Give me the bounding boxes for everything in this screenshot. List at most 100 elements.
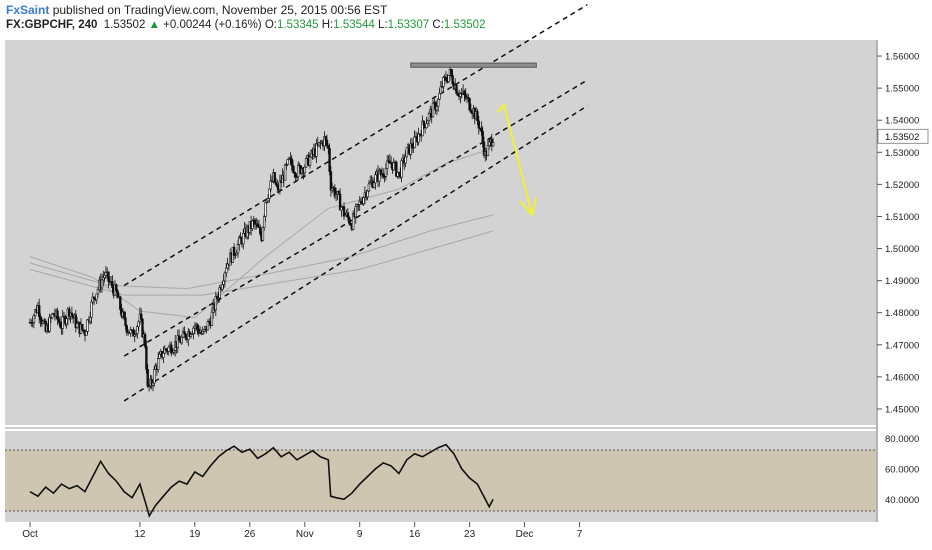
candle-body <box>456 93 459 96</box>
candle <box>422 120 425 130</box>
price-tick-label: 1.52000 <box>885 180 919 191</box>
candle <box>395 160 398 178</box>
candle <box>409 138 412 160</box>
candle-body <box>269 180 272 190</box>
candle <box>170 341 173 357</box>
candle-body <box>141 318 144 338</box>
candle <box>177 329 181 341</box>
candle-body <box>140 313 143 320</box>
symbol-label[interactable]: FX:GBPCHF, 240 <box>6 19 98 31</box>
candle <box>334 187 338 202</box>
price-axis[interactable]: 1.45000 1.46000 1.47000 1.48000 1.49000 1.500… <box>877 52 929 416</box>
candle-body <box>181 331 185 338</box>
candle <box>468 97 471 112</box>
projection-arrow[interactable] <box>497 103 534 216</box>
candle <box>239 232 242 240</box>
candle <box>218 285 221 303</box>
rsi-tick-label: 60.0000 <box>885 464 919 475</box>
candle <box>289 152 292 165</box>
candle-body <box>85 331 88 336</box>
candle-body <box>468 98 471 111</box>
candle <box>463 89 466 102</box>
candle-body <box>50 313 54 319</box>
candle <box>293 166 296 178</box>
candle <box>447 75 450 83</box>
candle <box>347 215 351 226</box>
candle-body <box>425 123 428 128</box>
upper-channel-line[interactable] <box>123 4 588 287</box>
candle <box>477 115 480 135</box>
candle <box>286 158 289 166</box>
candle <box>75 317 79 330</box>
candle <box>32 313 36 329</box>
candle-body <box>367 183 371 192</box>
price-tick-label: 1.56000 <box>885 52 919 63</box>
candle-body <box>368 182 372 185</box>
candle-body <box>153 368 156 384</box>
candle <box>158 351 161 360</box>
candle <box>333 184 336 199</box>
candle-body <box>68 308 71 317</box>
candle-body <box>56 310 59 320</box>
candle-body <box>395 161 398 177</box>
candle <box>242 229 245 250</box>
close-value: 1.53502 <box>443 19 486 31</box>
candle <box>374 171 377 190</box>
candle-body <box>325 139 329 147</box>
time-axis[interactable]: Oct 12 19 26 Nov 9 16 23 Dec 7 <box>22 522 583 540</box>
candle <box>163 345 166 354</box>
candle <box>223 271 227 288</box>
resistance-box[interactable] <box>410 62 537 68</box>
candle-body <box>422 120 425 126</box>
candle-body <box>450 69 453 76</box>
candle <box>268 188 271 203</box>
candle-body <box>405 147 408 158</box>
last-price-marker <box>877 128 929 144</box>
candle <box>90 299 93 324</box>
rsi-band <box>5 450 876 511</box>
candle <box>180 334 183 345</box>
candle-body <box>125 325 129 333</box>
candle <box>225 263 228 278</box>
price-tick-label: 1.51000 <box>885 212 919 223</box>
candle <box>264 201 267 222</box>
candle-body <box>374 174 377 184</box>
price-change: +0.00244 (+0.16%) <box>163 19 262 31</box>
candle-body <box>323 136 326 147</box>
author-name[interactable]: FxSaint <box>6 3 50 17</box>
candle-body <box>480 127 483 132</box>
candle <box>456 91 459 96</box>
candle-body <box>170 344 173 354</box>
price-tick-label: 1.50000 <box>885 244 919 255</box>
last-price: 1.53502 <box>103 19 146 31</box>
rsi-indicator <box>29 443 494 518</box>
time-tick-label: Nov <box>296 529 314 540</box>
candle-body <box>362 197 365 204</box>
low-label: L: <box>378 19 388 31</box>
candle-body <box>119 296 122 310</box>
last-price-label: 1.53502 <box>885 132 919 143</box>
candle <box>385 154 389 175</box>
candle <box>342 202 346 220</box>
candle-body <box>276 184 279 188</box>
candle-body <box>82 329 85 332</box>
candle <box>261 226 265 242</box>
candle <box>259 224 262 237</box>
lower-channel-line[interactable] <box>123 105 588 402</box>
time-tick-label: 12 <box>134 529 146 540</box>
candle <box>381 168 385 179</box>
price-tick-label: 1.48000 <box>885 308 919 319</box>
candle <box>136 324 139 339</box>
candle <box>189 333 193 339</box>
candle-body <box>303 166 306 174</box>
candle-body <box>354 206 357 218</box>
price-tick-label: 1.45000 <box>885 405 919 416</box>
candle-body <box>455 84 458 94</box>
candle <box>61 310 64 335</box>
candle <box>92 296 96 306</box>
candle-body <box>92 296 96 300</box>
candle-body <box>289 157 292 160</box>
time-tick-label: 19 <box>189 529 201 540</box>
candle <box>340 205 343 217</box>
